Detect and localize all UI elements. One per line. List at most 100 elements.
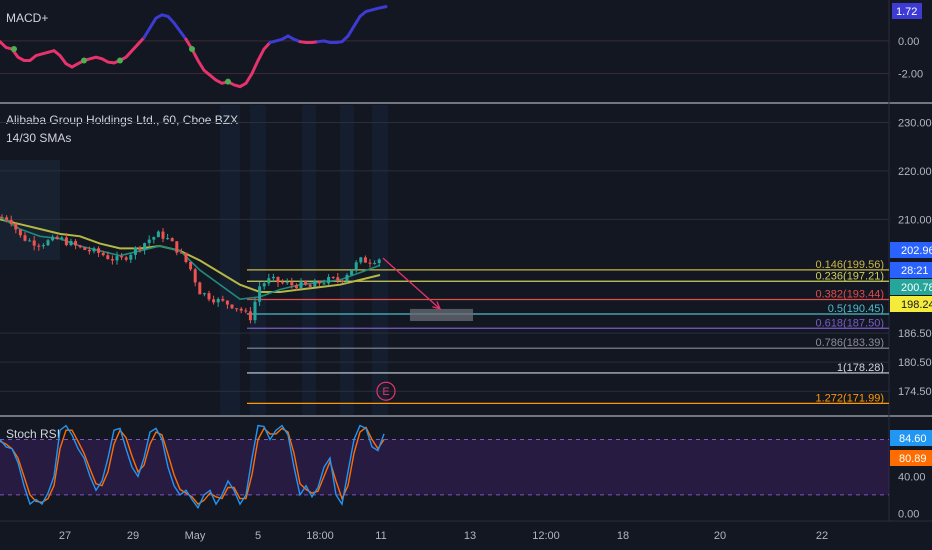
fib-level-label: 0.618(187.50) — [816, 317, 885, 329]
candle-body — [327, 277, 331, 284]
candle-body — [299, 281, 303, 289]
macd-pane[interactable]: MACD+ 0.00 -2.00 1.72 — [0, 3, 923, 89]
stoch-tags: 84.60 80.89 — [890, 430, 932, 466]
time-tick-label: 18:00 — [306, 530, 334, 542]
time-tick-label: 20 — [714, 530, 726, 542]
macd-cross-marker — [11, 46, 17, 53]
earnings-event-marker[interactable]: E — [376, 381, 396, 401]
time-tick-label: 12:00 — [532, 530, 560, 542]
candle-body — [51, 236, 55, 241]
price-pane[interactable]: Alibaba Group Holdings Ltd., 60, Cboe BZ… — [0, 113, 932, 404]
candle-body — [28, 240, 32, 242]
candle-body — [106, 255, 110, 260]
candle-body — [129, 254, 133, 260]
candle-body — [285, 282, 289, 284]
projection-arrow[interactable] — [382, 257, 442, 310]
price-tag-box — [890, 262, 932, 278]
candle-body — [133, 247, 137, 255]
candle-body — [336, 277, 340, 281]
macd-cross-marker — [225, 78, 231, 85]
time-tick-label: 29 — [127, 530, 139, 542]
candle-body — [184, 252, 188, 262]
macd-segment — [268, 34, 302, 44]
candle-body — [271, 276, 275, 279]
candle-body — [350, 269, 354, 276]
candle-body — [166, 238, 170, 240]
stoch-tag-box — [890, 450, 932, 466]
candle-body — [37, 245, 41, 247]
candle-body — [225, 300, 229, 305]
candle-body — [161, 231, 165, 239]
candle-body — [230, 304, 234, 309]
candle-body — [359, 257, 363, 263]
candle-body — [92, 248, 96, 252]
earnings-marker-label: E — [382, 386, 389, 398]
fibonacci-levels[interactable]: 0.146(199.56)0.236(197.21) 0.382(193.44) 0… — [247, 259, 889, 404]
candle-body — [55, 236, 59, 240]
price-grid — [0, 122, 889, 392]
candle-body — [32, 240, 36, 246]
macd-axis-ticks: 0.00 -2.00 — [898, 36, 923, 81]
fib-level-label: 0.236(197.21) — [816, 270, 885, 282]
stoch-tag-label: 80.89 — [899, 453, 927, 465]
time-tick-label: 13 — [464, 530, 476, 542]
projection-arrow-head — [432, 301, 442, 310]
candle-body — [115, 256, 119, 261]
price-tags: 202.96 28:21 200.78 198.24 — [890, 242, 932, 312]
candle-body — [290, 282, 294, 286]
candle-body — [23, 235, 27, 241]
candle-body — [101, 252, 105, 256]
candle-body — [207, 293, 211, 300]
candle-body — [363, 257, 367, 263]
candle-body — [179, 252, 183, 254]
macd-value-tag: 1.72 — [892, 3, 922, 19]
earnings-marker-circle[interactable] — [376, 381, 396, 401]
time-tick-label: 11 — [375, 530, 386, 542]
stoch-d-line — [0, 426, 385, 506]
stoch-tick-label: 40.00 — [898, 471, 926, 483]
time-tick-label: 5 — [255, 530, 261, 542]
candle-body — [110, 259, 114, 261]
candle-body — [64, 237, 68, 246]
candle-body — [258, 286, 262, 302]
candle-body — [83, 247, 87, 250]
candle-body — [221, 298, 225, 301]
stoch-rsi-pane[interactable]: Stoch RSI 40.00 0.00 84.60 80.89 — [0, 424, 932, 521]
price-tick-label: 186.50 — [898, 328, 932, 340]
stoch-axis-ticks: 40.00 0.00 — [898, 471, 926, 520]
price-tag-label: 198.24 — [901, 299, 932, 311]
candle-body — [244, 310, 248, 312]
candle-body — [143, 243, 147, 250]
candle-body — [262, 283, 266, 287]
candle-body — [156, 231, 160, 238]
candle-body — [304, 281, 308, 285]
candle-body — [308, 284, 312, 287]
candle-body — [60, 237, 64, 240]
candle-body — [322, 283, 326, 285]
fib-level-label: 1(178.28) — [837, 362, 884, 374]
candle-body — [124, 257, 128, 260]
candle-body — [193, 269, 197, 283]
stoch-title: Stoch RSI — [6, 427, 60, 441]
target-zone-box[interactable] — [410, 308, 473, 322]
projection-arrow-line[interactable] — [382, 257, 441, 310]
sma-legend: 14/30 SMAs — [6, 131, 71, 145]
candle-body — [175, 241, 179, 253]
stoch-k-line — [0, 424, 385, 510]
macd-cross-marker — [189, 46, 195, 53]
candle-body — [5, 217, 9, 220]
price-axis-ticks: 230.00 220.00 210.00 186.50 180.50 174.50 — [898, 118, 932, 399]
candle-body — [377, 259, 381, 264]
candle-body — [18, 229, 22, 236]
time-axis[interactable]: 27 29 May 5 18:00 11 13 12:00 18 20 22 — [59, 530, 828, 542]
macd-tick-label: -2.00 — [898, 69, 923, 81]
macd-segment — [316, 5, 388, 44]
stoch-tag-label: 84.60 — [899, 433, 927, 445]
price-tag-label: 28:21 — [901, 265, 929, 277]
candle-body — [97, 248, 101, 253]
candle-body — [235, 308, 239, 310]
candle-body — [152, 237, 156, 240]
candle-body — [253, 301, 257, 321]
candle-body — [276, 276, 280, 283]
